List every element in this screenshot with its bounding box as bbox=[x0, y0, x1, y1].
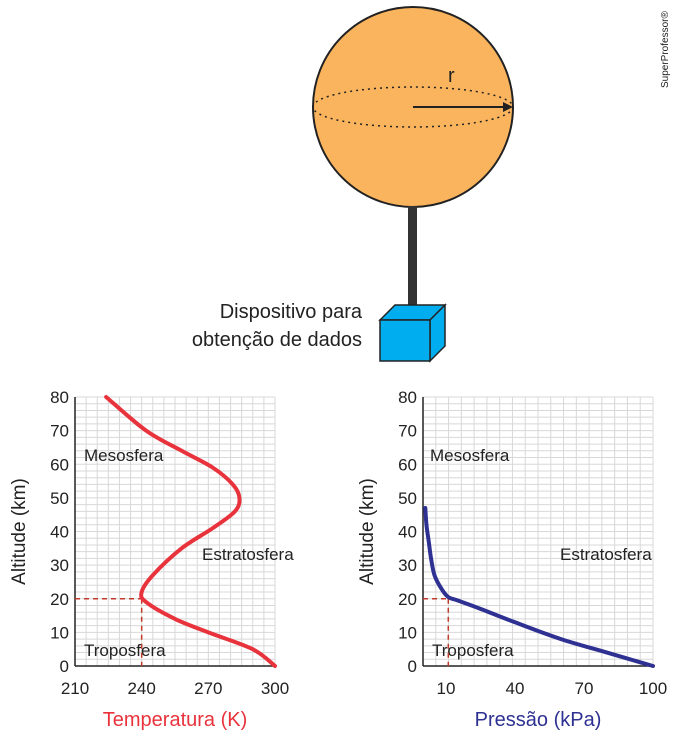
y-tick-label: 30 bbox=[398, 556, 417, 575]
temperature-chart: 0 10 20 30 40 50 60 70 80 210 240 270 300 Altitude (k… bbox=[9, 388, 294, 731]
region-label: Estratosfera bbox=[202, 545, 294, 564]
y-axis-title: Altitude (km) bbox=[357, 478, 378, 585]
x-axis-title: Pressão (kPa) bbox=[475, 709, 602, 731]
y-tick-label: 70 bbox=[50, 422, 69, 441]
balloon-rope bbox=[408, 206, 417, 312]
device-label-line1: Dispositivo para bbox=[220, 301, 363, 323]
grid bbox=[74, 396, 276, 667]
region-label: Mesosfera bbox=[430, 446, 510, 465]
watermark: SuperProfessor® bbox=[660, 11, 671, 88]
series-line bbox=[104, 395, 277, 668]
y-tick-label: 60 bbox=[398, 455, 417, 474]
region-label: Troposfera bbox=[432, 641, 514, 660]
device-label-line2: obtenção de dados bbox=[192, 329, 362, 351]
y-tick-label: 70 bbox=[398, 422, 417, 441]
y-axis-title: Altitude (km) bbox=[9, 478, 30, 585]
data-device bbox=[378, 303, 447, 363]
y-tick-label: 60 bbox=[50, 455, 69, 474]
y-tick-label: 40 bbox=[50, 523, 69, 542]
x-tick-label: 70 bbox=[575, 679, 594, 698]
x-tick-label: 10 bbox=[437, 679, 456, 698]
y-tick-label: 20 bbox=[398, 590, 417, 609]
y-tick-label: 20 bbox=[50, 590, 69, 609]
y-tick-label: 0 bbox=[408, 657, 417, 676]
y-tick-label: 0 bbox=[60, 657, 69, 676]
grid bbox=[422, 396, 654, 667]
radius-label: r bbox=[448, 65, 455, 87]
y-tick-label: 50 bbox=[398, 489, 417, 508]
x-tick-label: 100 bbox=[639, 679, 667, 698]
radius-arrowhead bbox=[503, 102, 513, 112]
x-tick-label: 270 bbox=[194, 679, 222, 698]
x-axis-title: Temperatura (K) bbox=[103, 709, 248, 731]
y-tick-label: 50 bbox=[50, 489, 69, 508]
x-tick-label: 300 bbox=[261, 679, 289, 698]
x-tick-label: 240 bbox=[127, 679, 155, 698]
region-label: Troposfera bbox=[84, 641, 166, 660]
y-tick-label: 40 bbox=[398, 523, 417, 542]
x-tick-label: 40 bbox=[506, 679, 525, 698]
y-tick-label: 80 bbox=[50, 388, 69, 407]
y-tick-label: 80 bbox=[398, 388, 417, 407]
y-tick-label: 30 bbox=[50, 556, 69, 575]
weather-balloon: r Dispositivo para obtenção de dados bbox=[192, 6, 514, 363]
series-line bbox=[423, 505, 655, 668]
x-tick-label: 210 bbox=[61, 679, 89, 698]
y-tick-label: 10 bbox=[50, 623, 69, 642]
region-label: Mesosfera bbox=[84, 446, 164, 465]
pressure-chart: 0 10 20 30 40 50 60 70 80 10 40 70 100 Altitude (km) P… bbox=[357, 388, 667, 731]
region-label: Estratosfera bbox=[560, 545, 652, 564]
y-tick-label: 10 bbox=[398, 623, 417, 642]
